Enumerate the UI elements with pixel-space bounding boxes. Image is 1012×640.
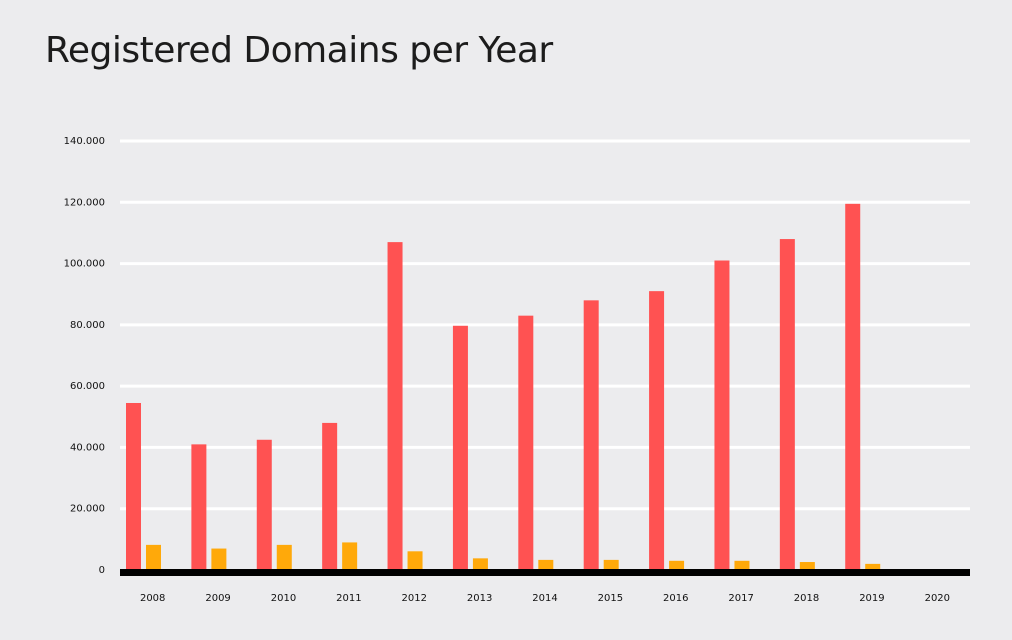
y-tick-label: 60.000 [70, 381, 105, 392]
bar [799, 562, 815, 570]
x-tick-label: 2019 [859, 593, 884, 604]
bar [126, 402, 141, 570]
bar [191, 444, 207, 570]
x-tick-label: 2016 [663, 593, 688, 604]
bar [387, 242, 403, 570]
bar [322, 422, 338, 570]
x-axis-ticks: 2008 2009 2010 2011 2012 2013 2014 2015 2016 2017… [140, 593, 950, 604]
bar [779, 239, 795, 571]
bar [211, 548, 227, 570]
x-tick-label: 2011 [336, 593, 361, 604]
x-tick-label: 2020 [925, 593, 950, 604]
y-tick-label: 140.000 [64, 136, 105, 147]
bar [452, 325, 468, 570]
x-tick-label: 2012 [402, 593, 427, 604]
x-axis [120, 569, 970, 576]
x-tick-label: 2010 [271, 593, 296, 604]
bar [669, 560, 685, 570]
bar [276, 544, 292, 570]
y-tick-label: 120.000 [64, 197, 105, 208]
x-tick-label: 2015 [598, 593, 623, 604]
bar [342, 542, 358, 570]
bar [649, 291, 665, 570]
x-tick-label: 2008 [140, 593, 165, 604]
y-tick-label: 0 [99, 565, 105, 576]
bar [146, 544, 161, 570]
y-tick-label: 80.000 [70, 320, 105, 331]
gridlines [120, 139, 970, 511]
bar [845, 203, 861, 570]
bars [126, 203, 926, 571]
bar [538, 559, 554, 570]
bar [603, 559, 619, 570]
bar [518, 315, 534, 570]
bar [734, 560, 750, 570]
x-tick-label: 2018 [794, 593, 819, 604]
x-tick-label: 2017 [728, 593, 753, 604]
bar [714, 260, 730, 570]
x-axis-line [120, 569, 970, 576]
bar [472, 558, 488, 570]
bar [407, 551, 423, 570]
x-tick-label: 2013 [467, 593, 492, 604]
x-tick-label: 2014 [532, 593, 557, 604]
bar [865, 563, 881, 570]
y-axis-ticks: 0 20.000 40.000 60.000 80.000 100.000 120.000 1… [64, 136, 105, 576]
bar [256, 439, 272, 570]
chart-title: Registered Domains per Year [45, 30, 553, 71]
y-tick-label: 100.000 [64, 259, 105, 270]
y-tick-label: 20.000 [70, 504, 105, 515]
y-tick-label: 40.000 [70, 442, 105, 453]
x-tick-label: 2009 [205, 593, 230, 604]
bar [583, 300, 599, 570]
